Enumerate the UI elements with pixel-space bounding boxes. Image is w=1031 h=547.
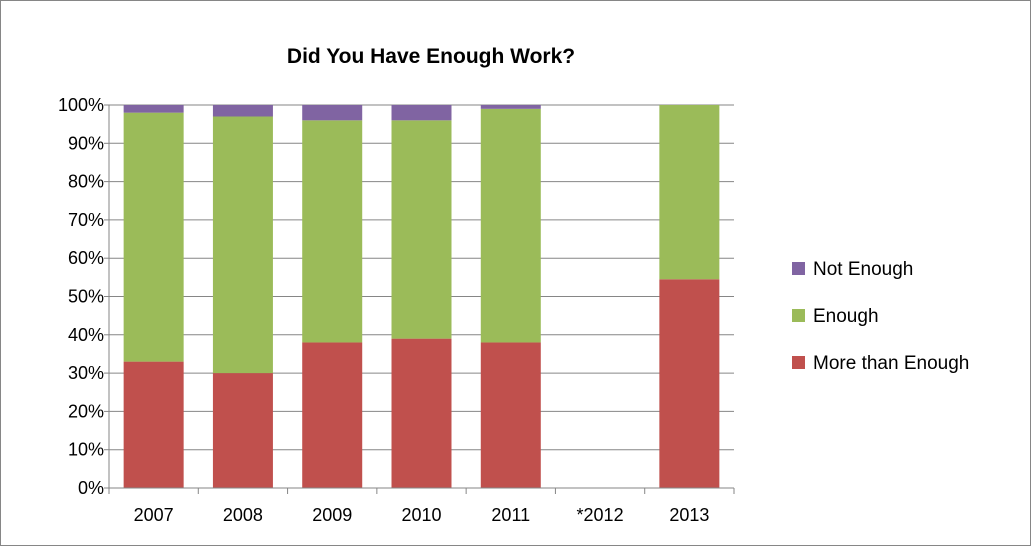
bar-segment <box>659 279 720 488</box>
y-tick-label: 20% <box>68 401 104 421</box>
legend-item: Enough <box>792 306 879 327</box>
legend-item: More than Enough <box>792 353 969 374</box>
bar-segment <box>480 342 541 488</box>
bar-segment <box>123 105 184 113</box>
y-tick-label: 50% <box>68 287 104 307</box>
y-tick-label: 30% <box>68 363 104 383</box>
x-tick-label: 2013 <box>669 505 709 525</box>
x-tick-label: 2011 <box>491 505 530 525</box>
bars <box>123 105 720 488</box>
legend-swatch <box>792 309 805 322</box>
bar-segment <box>391 120 452 339</box>
x-tick-labels: 2007 2008 2009 2010 2011 *2012 2013 <box>134 505 710 525</box>
y-tick-labels: 0% 10% 20% 30% 40% 50% 60% 70% 80% 90% 100% <box>58 95 104 498</box>
x-tick-label: 2010 <box>401 505 441 525</box>
bar-segment <box>659 105 720 280</box>
bar-segment <box>212 373 273 488</box>
axes <box>104 104 735 494</box>
bar-segment <box>391 105 452 121</box>
y-tick-label: 90% <box>68 133 104 153</box>
y-tick-label: 10% <box>68 440 104 460</box>
x-tick-label: *2012 <box>577 505 624 525</box>
y-tick-label: 80% <box>68 172 104 192</box>
x-tick-label: 2007 <box>134 505 174 525</box>
x-tick-label: 2008 <box>223 505 263 525</box>
legend-item: Not Enough <box>792 259 913 280</box>
y-tick-label: 70% <box>68 210 104 230</box>
chart-title: Did You Have Enough Work? <box>287 45 575 68</box>
y-tick-label: 100% <box>58 95 104 115</box>
y-tick-label: 40% <box>68 325 104 345</box>
y-tick-label: 0% <box>78 478 104 498</box>
x-tick-label: 2009 <box>312 505 352 525</box>
y-tick-label: 60% <box>68 248 104 268</box>
bar-segment <box>123 112 184 362</box>
bar-segment <box>212 105 273 117</box>
bar-segment <box>480 105 541 109</box>
legend-label: More than Enough <box>813 353 969 374</box>
legend-swatch <box>792 262 805 275</box>
legend-swatch <box>792 356 805 369</box>
bar-segment <box>302 105 363 121</box>
bar-segment <box>302 120 363 343</box>
legend-label: Not Enough <box>813 259 913 280</box>
bar-segment <box>212 116 273 374</box>
bar-segment <box>391 338 452 488</box>
bar-segment <box>123 361 184 488</box>
bar-segment <box>302 342 363 488</box>
bar-segment <box>480 108 541 343</box>
legend: Not Enough Enough More than Enough <box>792 259 969 374</box>
legend-label: Enough <box>813 306 879 327</box>
